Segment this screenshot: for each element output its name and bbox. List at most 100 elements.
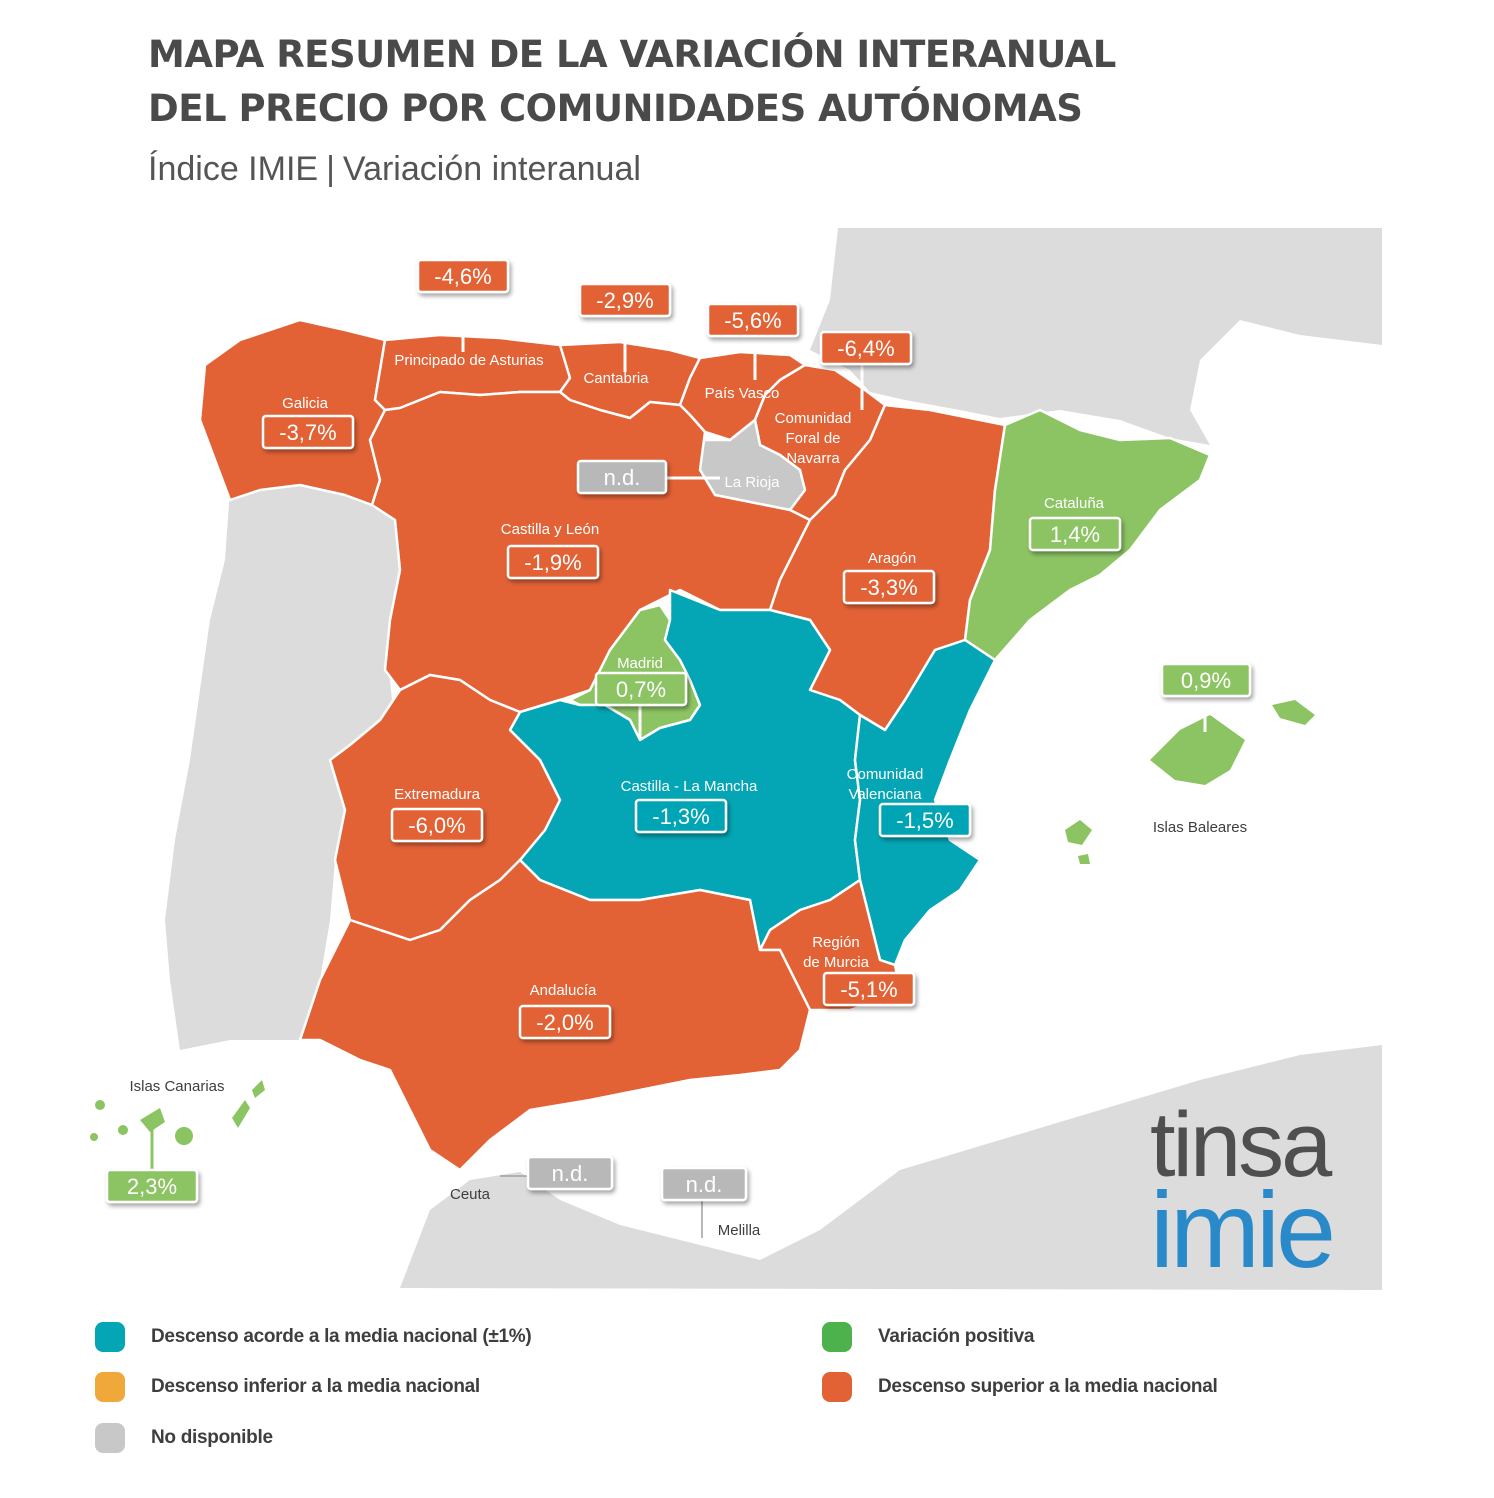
legend-item-no-disponible: No disponible <box>95 1423 273 1453</box>
value-badge-andalucia: -2,0% <box>518 1004 612 1040</box>
france-land <box>810 228 1382 445</box>
value-badge-extremadura: -6,0% <box>390 807 484 843</box>
tinsa-imie-logo: tinsa imie <box>1150 1094 1370 1290</box>
label-andalucia: Andalucía <box>530 982 597 999</box>
value-badge-box <box>526 1155 614 1191</box>
value-badges: -3,7% -4,6% -2,9% -5,6% -6,4% n.d. -1,9% -3,3% 1… <box>105 258 1252 1204</box>
value-badge-box <box>518 1004 612 1040</box>
value-badge-text: -5,1% <box>840 977 897 1002</box>
label-baleares: Islas Baleares <box>1153 819 1247 836</box>
value-badge-castilla_la_mancha: -1,3% <box>634 798 728 834</box>
subtitle-index: Índice IMIE <box>148 150 319 188</box>
value-badge-melilla: n.d. <box>660 1166 748 1202</box>
value-badge-text: -6,0% <box>408 813 465 838</box>
legend-label: Variación positiva <box>878 1326 1035 1347</box>
value-badge-castilla_leon: -1,9% <box>506 544 600 580</box>
label-canarias: Islas Canarias <box>129 1078 224 1095</box>
label-aragon: Aragón <box>868 550 916 567</box>
label-navarra-1: Comunidad <box>775 410 852 427</box>
value-badge-text: 1,4% <box>1050 522 1100 547</box>
africa-land <box>400 1045 1382 1290</box>
islas-baleares <box>1065 700 1315 864</box>
mallorca-island <box>1150 715 1245 785</box>
subtitle-separator: | <box>326 150 335 188</box>
value-badge-baleares: 0,9% <box>1160 662 1252 698</box>
value-badge-box <box>1028 516 1122 552</box>
value-badge-box <box>416 258 510 294</box>
value-badge-text: 2,3% <box>127 1174 177 1199</box>
legend-item-superior: Descenso superior a la media nacional <box>822 1372 1218 1402</box>
legend-swatch-grey <box>95 1423 125 1453</box>
value-badge-aragon: -3,3% <box>842 569 936 605</box>
islas-canarias <box>90 1080 265 1145</box>
value-badge-valenciana: -1,5% <box>878 802 972 838</box>
label-ceuta: Ceuta <box>450 1186 491 1203</box>
value-badge-box <box>390 807 484 843</box>
value-badge-box <box>878 802 972 838</box>
legend-item-inferior: Descenso inferior a la media nacional <box>95 1372 480 1402</box>
value-badge-box <box>105 1168 199 1204</box>
value-badge-madrid: 0,7% <box>594 671 688 707</box>
logo-tinsa: tinsa <box>1150 1094 1332 1196</box>
label-madrid: Madrid <box>617 655 663 672</box>
value-badge-navarra: -6,4% <box>819 330 913 366</box>
value-badge-box <box>261 414 355 450</box>
canary-island <box>118 1125 128 1135</box>
value-badge-box <box>842 569 936 605</box>
label-galicia: Galicia <box>282 395 329 412</box>
value-badge-cantabria: -2,9% <box>578 282 672 318</box>
label-pais-vasco: País Vasco <box>705 385 780 402</box>
value-badge-box <box>506 544 600 580</box>
canary-island <box>95 1100 105 1110</box>
logo-imie: imie <box>1150 1169 1336 1290</box>
legend-swatch-yellow <box>95 1372 125 1402</box>
title-line-1: MAPA RESUMEN DE LA VARIACIÓN INTERANUAL <box>148 33 1116 76</box>
value-badge-box <box>578 282 672 318</box>
label-murcia-2: de Murcia <box>803 954 870 971</box>
value-badge-text: -1,3% <box>652 804 709 829</box>
value-badge-box <box>576 459 668 495</box>
value-badge-text: -5,6% <box>724 308 781 333</box>
region-valenciana <box>853 638 997 967</box>
legend-label: Descenso superior a la media nacional <box>878 1376 1218 1397</box>
label-castilla-leon: Castilla y León <box>501 521 599 538</box>
value-badge-text: n.d. <box>604 465 641 490</box>
region-names: Galicia Principado de Asturias Cantabria… <box>129 352 1247 1239</box>
canary-island <box>175 1127 193 1145</box>
leader-lines <box>150 292 1207 1238</box>
label-valenciana-2: Valenciana <box>848 786 922 803</box>
value-badge-text: -2,0% <box>536 1010 593 1035</box>
label-melilla: Melilla <box>718 1222 761 1239</box>
value-badge-text: -3,7% <box>279 420 336 445</box>
value-badge-text: -6,4% <box>837 336 894 361</box>
value-badge-cataluna: 1,4% <box>1028 516 1122 552</box>
canary-island <box>90 1133 98 1141</box>
value-badge-asturias: -4,6% <box>416 258 510 294</box>
portugal-land <box>165 475 410 1050</box>
legend-label: No disponible <box>151 1427 273 1448</box>
label-asturias: Principado de Asturias <box>394 352 543 369</box>
value-badge-text: -2,9% <box>596 288 653 313</box>
value-badge-text: -1,5% <box>896 808 953 833</box>
value-badge-text: -4,6% <box>434 264 491 289</box>
legend-label: Descenso inferior a la media nacional <box>151 1376 480 1397</box>
value-badge-text: -3,3% <box>860 575 917 600</box>
label-navarra-3: Navarra <box>786 450 840 467</box>
ibiza-island <box>1065 820 1092 845</box>
value-badge-text: 0,7% <box>616 677 666 702</box>
value-badge-galicia: -3,7% <box>261 414 355 450</box>
value-badge-box <box>819 330 913 366</box>
label-la-rioja: La Rioja <box>724 474 780 491</box>
value-badge-box <box>1160 662 1252 698</box>
label-murcia-1: Región <box>812 934 860 951</box>
label-extremadura: Extremadura <box>394 786 481 803</box>
value-badge-la_rioja: n.d. <box>576 459 668 495</box>
value-badge-box <box>822 971 916 1007</box>
label-navarra-2: Foral de <box>785 430 840 447</box>
legend-item-positiva: Variación positiva <box>822 1322 1034 1352</box>
legend-swatch-teal <box>95 1322 125 1352</box>
value-badge-ceuta: n.d. <box>526 1155 614 1191</box>
value-badge-box <box>706 302 800 338</box>
subtitle-variation: Variación interanual <box>342 150 641 188</box>
